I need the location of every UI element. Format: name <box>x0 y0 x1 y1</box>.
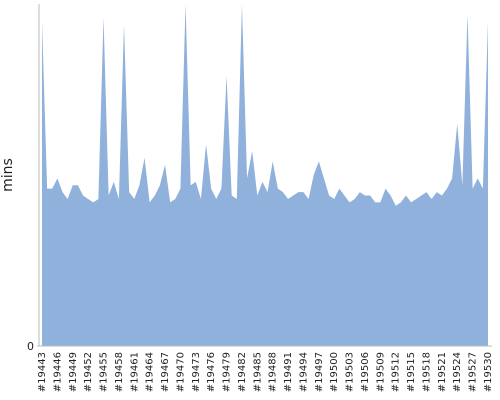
y-tick-label: 0 <box>27 340 34 353</box>
x-tick-label: #19479 <box>222 352 233 392</box>
x-tick-label: #19485 <box>252 352 263 392</box>
area <box>42 4 488 346</box>
x-tick-label: #19518 <box>421 352 432 392</box>
x-tick-label: #19473 <box>191 352 202 392</box>
x-tick-label: #19452 <box>83 352 94 392</box>
x-tick-label: #19491 <box>283 352 294 392</box>
y-axis-label: mins <box>0 158 16 192</box>
x-tick-label: #19506 <box>360 352 371 392</box>
x-tick-label: #19482 <box>237 352 248 392</box>
x-tick-label: #19497 <box>314 352 325 392</box>
x-tick-label: #19524 <box>452 352 463 392</box>
x-tick-label: #19461 <box>129 352 140 392</box>
x-tick-label: #19467 <box>160 352 171 392</box>
x-tick-label: #19509 <box>375 352 386 392</box>
x-tick-label: #19443 <box>37 352 48 392</box>
x-tick-label: #19470 <box>175 352 186 392</box>
x-tick-label: #19515 <box>406 352 417 392</box>
x-tick-label: #19476 <box>206 352 217 392</box>
x-tick-label: #19512 <box>391 352 402 392</box>
x-tick-label: #19464 <box>145 352 156 392</box>
x-tick-label: #19446 <box>52 352 63 392</box>
x-tick-label: #19458 <box>114 352 125 392</box>
x-tick-label: #19527 <box>468 352 479 392</box>
x-tick-label: #19500 <box>329 352 340 392</box>
x-tick-label: #19530 <box>483 352 494 392</box>
x-tick-label: #19503 <box>345 352 356 392</box>
x-tick-label: #19449 <box>68 352 79 392</box>
x-tick-label: #19494 <box>298 352 309 392</box>
x-tick-label: #19488 <box>268 352 279 392</box>
x-tick-label: #19521 <box>437 352 448 392</box>
x-tick-label: #19455 <box>99 352 110 392</box>
